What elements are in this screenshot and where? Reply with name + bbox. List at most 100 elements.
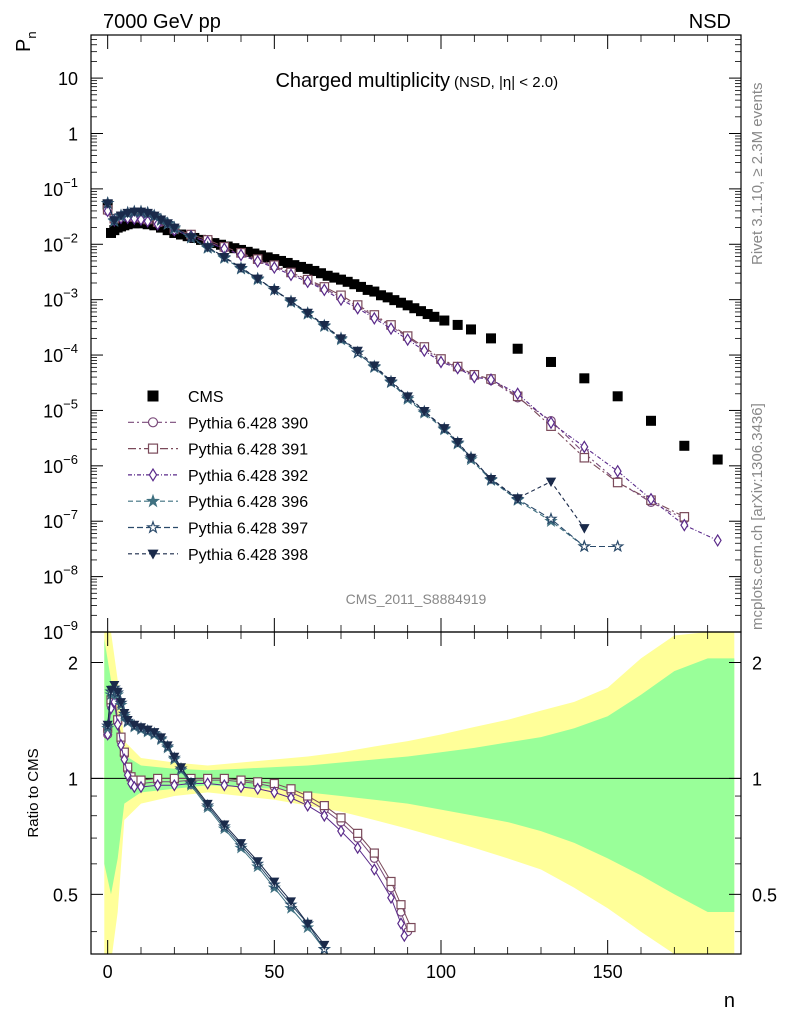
data-point bbox=[402, 300, 413, 311]
ratio-point bbox=[123, 768, 132, 782]
data-point bbox=[352, 346, 363, 357]
data-point bbox=[512, 494, 523, 504]
ratio-point bbox=[170, 778, 179, 792]
ratio-point bbox=[122, 715, 133, 726]
data-point bbox=[577, 539, 592, 553]
data-point bbox=[513, 387, 522, 401]
ratio-point bbox=[109, 681, 120, 691]
legend-label: Pythia 6.428 391 bbox=[188, 442, 308, 459]
ratio-point bbox=[303, 799, 312, 812]
data-point bbox=[546, 356, 556, 367]
ylabel-sub: n bbox=[24, 31, 39, 38]
ratio-point bbox=[303, 791, 313, 801]
data-point bbox=[429, 311, 440, 322]
ratio-point bbox=[219, 820, 230, 830]
ratio-point bbox=[387, 891, 395, 905]
ratio-point bbox=[119, 709, 130, 719]
legend-label: CMS bbox=[188, 389, 224, 406]
data-point bbox=[439, 315, 450, 326]
legend-label: Pythia 6.428 398 bbox=[188, 547, 308, 564]
data-point bbox=[579, 452, 590, 463]
data-point bbox=[546, 416, 556, 430]
mcplots-label: mcplots.cern.ch [arXiv:1306.3436] bbox=[749, 403, 766, 630]
data-point bbox=[316, 268, 326, 279]
main-ytick-label: 10−9 bbox=[43, 618, 78, 643]
data-point bbox=[143, 214, 152, 228]
main-ytick-label: 10−6 bbox=[43, 452, 78, 477]
ratio-point bbox=[117, 738, 125, 752]
data-point bbox=[156, 222, 166, 233]
data-point bbox=[336, 293, 346, 307]
ratio-ytick-label-right: 2 bbox=[752, 653, 762, 673]
ratio-point bbox=[270, 786, 279, 799]
legend-marker bbox=[147, 549, 159, 560]
ratio-point bbox=[135, 723, 147, 733]
data-point bbox=[236, 248, 246, 262]
legend-marker bbox=[147, 443, 159, 454]
chart-subtitle: (NSD, |η| < 2.0) bbox=[454, 74, 558, 91]
ratio-ylabel: Ratio to CMS bbox=[25, 748, 42, 837]
data-point bbox=[613, 464, 622, 478]
ratio-uncertainty-bands bbox=[104, 632, 735, 954]
series-5 bbox=[100, 196, 625, 553]
data-point bbox=[485, 474, 497, 485]
data-point bbox=[262, 252, 273, 263]
main-series-group bbox=[100, 196, 723, 553]
data-point bbox=[130, 212, 139, 226]
data-point bbox=[115, 211, 127, 221]
ratio-ytick-label: 1 bbox=[68, 769, 78, 789]
ratio-point bbox=[113, 718, 122, 731]
data-point bbox=[122, 208, 133, 219]
ratio-point bbox=[153, 778, 162, 792]
ratio-point bbox=[102, 720, 113, 730]
ratio-point bbox=[337, 824, 345, 838]
data-point bbox=[470, 370, 479, 384]
data-point bbox=[285, 297, 297, 307]
data-point bbox=[309, 265, 320, 276]
ratio-point bbox=[252, 857, 263, 867]
data-point bbox=[319, 320, 330, 331]
data-point bbox=[276, 255, 286, 266]
ratio-point bbox=[202, 799, 213, 809]
data-point bbox=[385, 377, 397, 387]
ratio-point bbox=[397, 917, 405, 930]
data-point bbox=[610, 539, 625, 553]
data-point bbox=[409, 303, 420, 314]
data-point bbox=[102, 199, 113, 209]
ratio-frame bbox=[90, 631, 742, 955]
data-point bbox=[296, 261, 306, 272]
series-line bbox=[107, 203, 618, 548]
data-point bbox=[382, 292, 393, 303]
main-ytick-label: 10−1 bbox=[43, 175, 78, 200]
data-point bbox=[320, 283, 329, 297]
axes-group: 10110−110−210−310−410−510−610−710−810−92… bbox=[43, 35, 777, 982]
data-point bbox=[386, 322, 396, 336]
series-3 bbox=[103, 204, 722, 548]
ratio-point bbox=[353, 828, 363, 838]
data-point bbox=[335, 334, 347, 344]
ratio-point bbox=[336, 813, 346, 823]
data-point bbox=[329, 272, 340, 283]
data-point bbox=[282, 257, 293, 268]
ratio-point bbox=[137, 780, 145, 794]
data-point bbox=[129, 207, 140, 217]
data-point bbox=[646, 415, 656, 426]
data-point bbox=[580, 440, 589, 454]
ratio-point bbox=[185, 777, 197, 788]
data-point bbox=[270, 260, 279, 275]
main-ytick-label: 10−8 bbox=[43, 563, 78, 588]
data-point bbox=[465, 453, 477, 464]
x-tick-label: 0 bbox=[103, 962, 113, 982]
ratio-point bbox=[319, 801, 329, 811]
ratio-point bbox=[155, 733, 167, 743]
ratio-point bbox=[220, 778, 229, 792]
data-point bbox=[356, 281, 366, 292]
data-point bbox=[403, 333, 412, 347]
data-point bbox=[253, 254, 262, 269]
x-tick-label: 50 bbox=[264, 962, 284, 982]
data-point bbox=[302, 263, 313, 274]
legend-marker bbox=[148, 467, 158, 482]
main-frame bbox=[90, 34, 742, 633]
main-ytick-label: 10−7 bbox=[43, 507, 78, 532]
